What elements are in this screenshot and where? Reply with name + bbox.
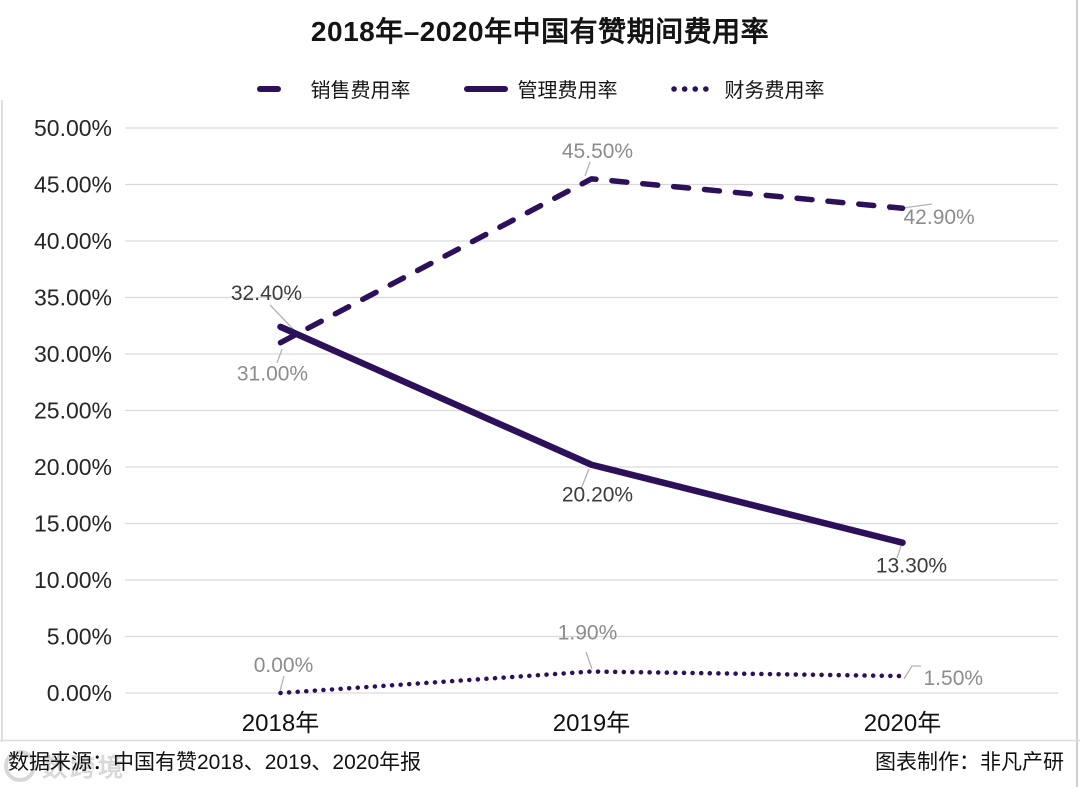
chart-credit-text: 图表制作：非凡产研: [875, 751, 1064, 774]
label-leader-line: [279, 675, 285, 692]
watermark-text: 数跨境: [42, 754, 127, 782]
y-tick-label: 15.00%: [34, 511, 112, 537]
solid-line-icon: [463, 85, 508, 92]
legend-item-management-expense: 管理费用率: [463, 74, 618, 103]
y-tick-label: 50.00%: [34, 115, 112, 141]
legend-label-finance: 财务费用率: [724, 80, 825, 102]
data-label: 1.50%: [924, 667, 984, 690]
label-leader-line: [903, 665, 921, 680]
data-label: 0.00%: [254, 654, 314, 677]
label-leader-line: [896, 545, 902, 559]
data-label: 42.90%: [904, 206, 975, 229]
right-border: [1076, 0, 1078, 787]
label-leader-line: [580, 468, 590, 490]
data-source-text: 数据来源：中国有赞2018、2019、2020年报: [8, 751, 422, 774]
label-leader-line: [585, 651, 593, 670]
legend: 销售费用率 管理费用率 财务费用率: [0, 74, 1080, 103]
legend-item-finance-expense: 财务费用率: [670, 74, 825, 103]
y-tick-label: 35.00%: [34, 285, 112, 311]
legend-item-sales-expense: 销售费用率: [256, 74, 411, 103]
data-label: 13.30%: [876, 555, 947, 578]
left-border: [1, 100, 3, 742]
y-tick-label: 25.00%: [34, 398, 112, 424]
watermark-logo-icon: [4, 750, 36, 782]
data-label: 1.90%: [558, 622, 618, 645]
dotted-line-icon: [670, 85, 713, 92]
chart-title: 2018年–2020年中国有赞期间费用率: [310, 16, 770, 47]
y-tick-label: 5.00%: [47, 624, 112, 650]
y-tick-label: 10.00%: [34, 567, 112, 593]
series-line-3: [278, 669, 905, 696]
data-label: 31.00%: [237, 363, 308, 386]
label-leader-line: [276, 348, 283, 364]
data-label: 32.40%: [231, 282, 302, 305]
legend-label-sales: 销售费用率: [310, 80, 411, 102]
footer: 数据来源：中国有赞2018、2019、2020年报 图表制作：非凡产研: [0, 746, 1080, 776]
y-tick-label: 20.00%: [34, 454, 112, 480]
watermark: 数跨境: [4, 748, 126, 784]
dash-dot-line-icon: [256, 85, 289, 92]
legend-label-management: 管理费用率: [517, 80, 618, 102]
y-tick-label: 0.00%: [47, 680, 112, 706]
y-tick-label: 40.00%: [34, 228, 112, 254]
data-label: 45.50%: [562, 140, 633, 163]
data-label: 20.20%: [562, 484, 633, 507]
x-tick-label: 2018年: [242, 710, 319, 737]
label-leader-line: [269, 304, 296, 332]
y-tick-label: 30.00%: [34, 341, 112, 367]
x-tick-label: 2020年: [864, 710, 941, 737]
y-tick-label: 45.00%: [34, 172, 112, 198]
series-line-1: [277, 176, 906, 346]
label-leader-line: [584, 161, 591, 177]
x-tick-label: 2019年: [553, 710, 630, 737]
series-line-2: [277, 323, 906, 546]
